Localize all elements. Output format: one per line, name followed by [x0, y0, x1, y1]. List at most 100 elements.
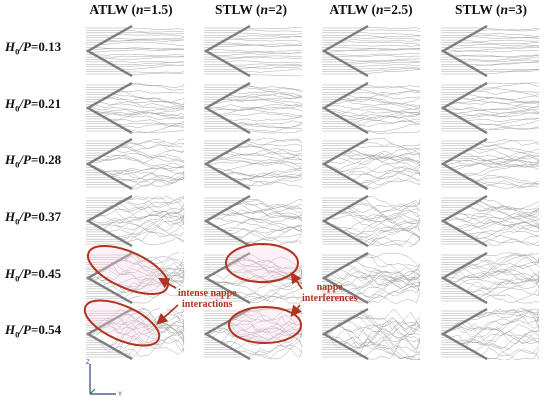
streamline	[204, 154, 303, 164]
streamline	[441, 218, 540, 228]
col-3-n: n	[376, 2, 384, 17]
streamline	[86, 196, 185, 220]
weir-wall	[86, 82, 133, 134]
streamline	[322, 259, 421, 276]
streamline	[322, 29, 421, 32]
streamline	[204, 254, 303, 278]
streamline	[441, 54, 540, 58]
col-header-2: STLW (n=2)	[215, 2, 287, 17]
streamline	[204, 164, 303, 183]
streamline	[86, 212, 185, 231]
row-5-sub: 0	[15, 273, 20, 284]
highlight-ellipse-atlw15-054	[83, 299, 161, 347]
weir-wall	[322, 252, 369, 304]
row-1-h: H	[5, 39, 16, 54]
streamline	[322, 156, 421, 173]
streamline	[322, 48, 421, 53]
streamline	[322, 104, 421, 116]
streamline	[204, 104, 303, 110]
streamline	[441, 181, 540, 187]
streamline	[441, 210, 540, 221]
weir-wall	[322, 195, 369, 247]
streamline	[204, 216, 303, 239]
weir-wall	[322, 25, 369, 77]
streamline	[441, 278, 540, 302]
streamline	[204, 146, 303, 156]
streamline	[86, 163, 185, 178]
streamline	[441, 159, 540, 167]
row-3-h: H	[5, 152, 16, 167]
streamline	[86, 231, 185, 242]
col-3-name: ATLW	[329, 2, 369, 17]
streamline	[441, 87, 540, 93]
streamline	[204, 115, 303, 122]
streamline	[204, 32, 303, 36]
streamline	[204, 57, 303, 60]
streamline	[322, 275, 421, 304]
weir-wall	[204, 308, 251, 360]
streamline-cell-r3-c1	[86, 138, 186, 190]
streamline	[86, 60, 185, 65]
col-2-name: STLW	[215, 2, 253, 17]
streamline	[322, 55, 421, 58]
streamline	[441, 120, 540, 130]
streamline	[441, 68, 540, 71]
streamline-cell-r4-c3	[322, 195, 422, 247]
streamline	[322, 229, 421, 245]
annotation-intense-line2: interactions	[182, 299, 233, 310]
streamline-cell-r6-c3	[322, 308, 422, 360]
streamline	[86, 60, 185, 63]
row-6-sub: 0	[15, 329, 20, 340]
weir-wall	[441, 195, 488, 247]
streamline	[204, 66, 303, 70]
streamline	[441, 287, 540, 299]
col-4-name: STLW	[455, 2, 493, 17]
streamline	[441, 105, 540, 115]
weir-wall	[204, 252, 251, 304]
streamline	[441, 262, 540, 283]
streamline	[441, 101, 540, 106]
streamline	[441, 334, 540, 360]
streamline	[86, 138, 185, 151]
streamline	[86, 262, 185, 299]
streamline	[204, 168, 303, 178]
streamline	[204, 171, 303, 178]
highlight-ellipse-stlw2-045	[225, 243, 299, 283]
streamline	[86, 41, 185, 46]
streamline	[441, 28, 540, 32]
streamline	[204, 181, 303, 188]
streamline	[204, 345, 303, 359]
row-6-h: H	[5, 322, 16, 337]
streamline	[441, 332, 540, 350]
streamline	[204, 98, 303, 105]
row-2-sub: 0	[15, 103, 20, 114]
streamline	[86, 195, 185, 209]
streamline	[86, 207, 185, 228]
row-label-5: H0/P=0.45	[5, 266, 77, 284]
streamline-cell-r3-c3	[322, 138, 422, 190]
weir-wall	[204, 82, 251, 134]
row-4-sub: 0	[15, 216, 20, 227]
streamline	[86, 71, 185, 73]
streamline	[86, 154, 185, 164]
streamline-cell-r2-c1	[86, 82, 186, 134]
streamline	[441, 56, 540, 61]
streamline	[86, 96, 185, 110]
streamline	[441, 46, 540, 53]
row-1-sub: 0	[15, 46, 20, 57]
streamline	[86, 105, 185, 115]
row-6-val: =0.54	[30, 322, 62, 337]
col-1-n: n	[136, 2, 144, 17]
col-header-3: ATLW (n=2.5)	[329, 2, 413, 17]
streamline	[204, 161, 303, 169]
streamline	[86, 48, 185, 53]
streamline	[441, 54, 540, 58]
streamline	[322, 177, 421, 190]
streamline	[322, 143, 421, 151]
streamline	[322, 219, 421, 240]
streamline	[322, 147, 421, 170]
streamline-cell-r2-c4	[441, 82, 541, 134]
streamline	[441, 156, 540, 171]
y-axis-label: Y	[118, 392, 122, 398]
col-4-n: n	[500, 2, 508, 17]
